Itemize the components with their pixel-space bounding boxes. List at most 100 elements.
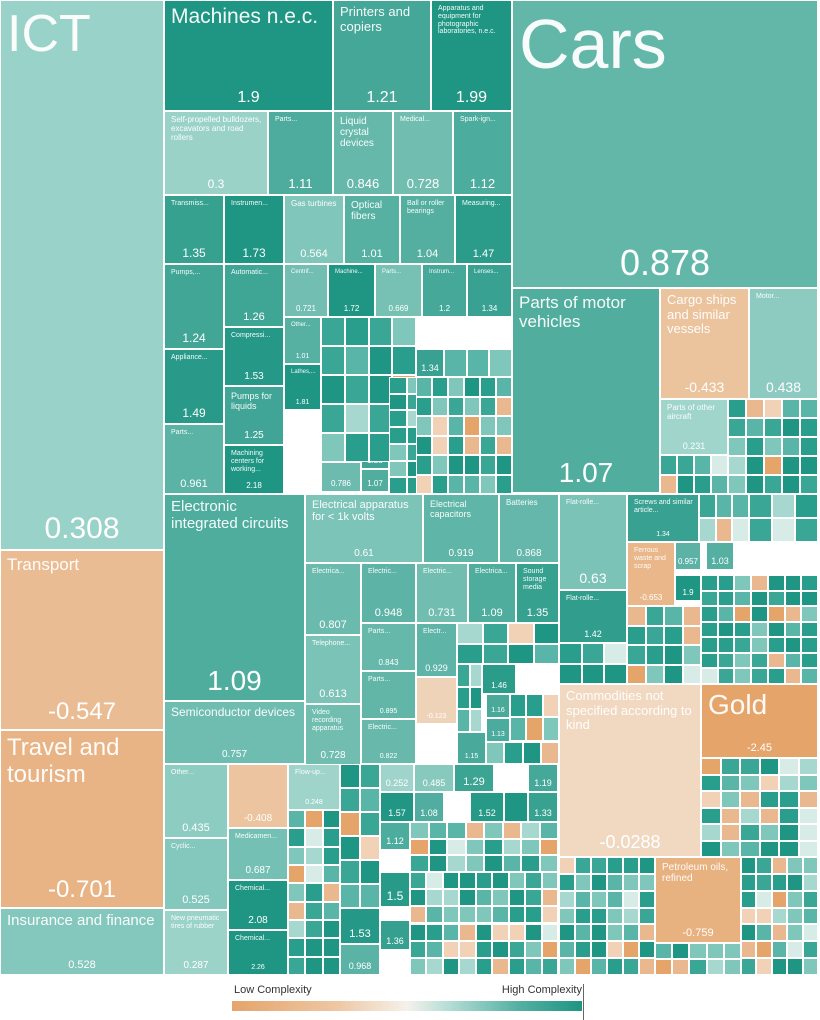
treemap-small-cell[interactable] — [717, 637, 735, 653]
treemap-small-cell[interactable] — [756, 873, 772, 891]
treemap-cell[interactable]: Parts... 1.11 — [268, 111, 333, 195]
treemap-small-cell[interactable] — [701, 575, 718, 591]
treemap-cell[interactable]: Other... 0.435 — [164, 764, 228, 838]
treemap-small-cell[interactable] — [701, 668, 718, 684]
treemap-small-cell[interactable] — [559, 941, 575, 959]
treemap-small-cell[interactable] — [701, 652, 718, 669]
treemap-small-cell[interactable] — [655, 943, 673, 959]
treemap-small-cell[interactable] — [607, 941, 623, 959]
treemap-small-cell[interactable] — [428, 838, 447, 856]
treemap-small-cell[interactable] — [759, 774, 779, 791]
treemap-small-cell[interactable] — [740, 791, 760, 808]
treemap-small-cell[interactable] — [459, 872, 476, 890]
treemap-small-cell[interactable] — [426, 957, 443, 975]
treemap-small-cell[interactable] — [444, 349, 467, 377]
treemap-small-cell[interactable] — [782, 399, 800, 418]
treemap-small-cell[interactable] — [457, 664, 470, 687]
treemap-small-cell[interactable] — [701, 590, 718, 607]
treemap-small-cell[interactable] — [701, 637, 718, 653]
treemap-small-cell[interactable] — [340, 884, 360, 908]
treemap-small-cell[interactable] — [732, 494, 749, 518]
treemap-small-cell[interactable] — [360, 812, 380, 836]
treemap-cell[interactable]: 1.29 — [454, 764, 494, 792]
treemap-small-cell[interactable] — [751, 637, 768, 653]
treemap-small-cell[interactable] — [751, 668, 768, 684]
treemap-cell[interactable]: Commodities not specified according to k… — [559, 684, 701, 857]
treemap-small-cell[interactable] — [575, 890, 591, 908]
treemap-small-cell[interactable] — [492, 872, 509, 890]
treemap-small-cell[interactable] — [389, 393, 407, 411]
treemap-small-cell[interactable] — [734, 668, 752, 684]
treemap-small-cell[interactable] — [645, 645, 664, 665]
treemap-small-cell[interactable] — [448, 435, 464, 455]
treemap-small-cell[interactable] — [457, 686, 470, 710]
treemap-small-cell[interactable] — [539, 838, 558, 856]
treemap-cell[interactable]: Electronic integrated circuits 1.09 — [164, 494, 305, 701]
treemap-small-cell[interactable] — [340, 764, 360, 788]
treemap-small-cell[interactable] — [469, 709, 482, 732]
treemap-small-cell[interactable] — [798, 774, 818, 791]
treemap-small-cell[interactable] — [410, 872, 427, 890]
treemap-cell[interactable]: Chemical... 2.26 — [228, 930, 288, 975]
treemap-small-cell[interactable] — [604, 663, 627, 684]
treemap-small-cell[interactable] — [751, 606, 768, 622]
treemap-small-cell[interactable] — [627, 645, 646, 665]
treemap-small-cell[interactable] — [591, 890, 607, 908]
treemap-small-cell[interactable] — [410, 923, 427, 941]
treemap-small-cell[interactable] — [764, 437, 782, 456]
treemap-small-cell[interactable] — [767, 652, 785, 669]
treemap-small-cell[interactable] — [623, 924, 639, 942]
treemap-small-cell[interactable] — [682, 664, 701, 684]
treemap-small-cell[interactable] — [591, 941, 607, 959]
treemap-cell[interactable]: 1.08 — [414, 792, 444, 822]
treemap-small-cell[interactable] — [800, 456, 818, 475]
treemap-small-cell[interactable] — [484, 822, 503, 839]
treemap-small-cell[interactable] — [416, 396, 432, 416]
treemap-small-cell[interactable] — [305, 901, 323, 920]
treemap-cell[interactable]: 0.485 — [414, 764, 454, 792]
treemap-small-cell[interactable] — [492, 923, 509, 941]
treemap-small-cell[interactable] — [798, 791, 818, 808]
treemap-cell[interactable]: Liquid crystal devices 0.846 — [333, 111, 393, 195]
treemap-small-cell[interactable] — [717, 575, 735, 591]
treemap-small-cell[interactable] — [677, 455, 694, 475]
treemap-small-cell[interactable] — [426, 940, 443, 958]
treemap-small-cell[interactable] — [575, 958, 591, 975]
treemap-small-cell[interactable] — [521, 855, 540, 872]
treemap-small-cell[interactable] — [360, 884, 380, 908]
treemap-cell[interactable]: Self-propelled bulldozers, excavators an… — [164, 111, 268, 195]
treemap-small-cell[interactable] — [664, 625, 683, 645]
treemap-small-cell[interactable] — [305, 920, 323, 939]
treemap-small-cell[interactable] — [389, 477, 407, 494]
treemap-small-cell[interactable] — [764, 475, 782, 494]
treemap-cell[interactable]: Flat-rolle... 0.63 — [559, 494, 627, 590]
treemap-small-cell[interactable] — [480, 474, 496, 494]
treemap-small-cell[interactable] — [759, 824, 779, 841]
treemap-small-cell[interactable] — [801, 652, 818, 669]
treemap-small-cell[interactable] — [771, 941, 788, 959]
treemap-small-cell[interactable] — [416, 416, 432, 436]
treemap-small-cell[interactable] — [741, 857, 757, 874]
treemap-small-cell[interactable] — [496, 377, 512, 397]
treemap-small-cell[interactable] — [740, 774, 760, 791]
treemap-small-cell[interactable] — [447, 855, 466, 872]
treemap-small-cell[interactable] — [305, 846, 323, 865]
treemap-small-cell[interactable] — [447, 838, 466, 856]
treemap-cell[interactable]: Flat-rolle... 1.42 — [559, 590, 627, 643]
treemap-small-cell[interactable] — [756, 958, 772, 975]
treemap-small-cell[interactable] — [798, 758, 818, 775]
treemap-small-cell[interactable] — [607, 890, 623, 908]
treemap-small-cell[interactable] — [759, 840, 779, 857]
treemap-small-cell[interactable] — [623, 941, 639, 959]
treemap-small-cell[interactable] — [575, 857, 591, 874]
treemap-small-cell[interactable] — [756, 857, 772, 874]
treemap-small-cell[interactable] — [428, 822, 447, 839]
treemap-small-cell[interactable] — [525, 872, 542, 890]
treemap-small-cell[interactable] — [502, 838, 521, 856]
treemap-small-cell[interactable] — [389, 427, 407, 444]
treemap-small-cell[interactable] — [559, 924, 575, 942]
treemap-small-cell[interactable] — [525, 923, 542, 941]
treemap-small-cell[interactable] — [756, 941, 772, 959]
treemap-small-cell[interactable] — [784, 590, 802, 607]
treemap-small-cell[interactable] — [711, 474, 728, 494]
